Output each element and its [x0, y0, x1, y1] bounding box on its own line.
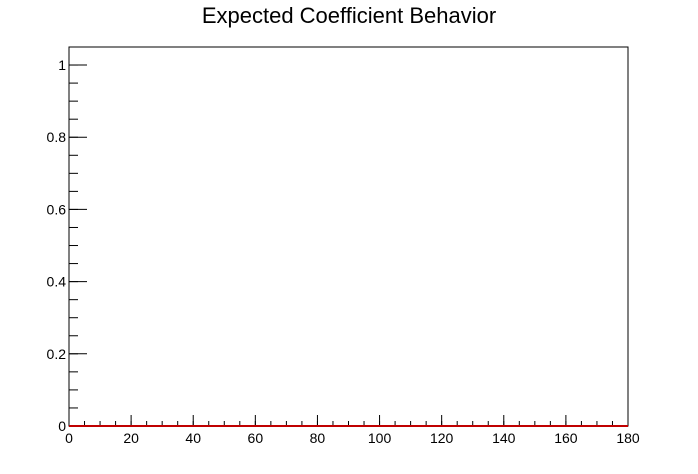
y-tick-label: 0.4 — [47, 274, 67, 290]
y-tick-label: 0.8 — [47, 129, 67, 145]
x-tick-label: 120 — [430, 430, 454, 446]
y-axis: 0 0.2 0.4 0.6 0.8 1 — [47, 46, 87, 434]
x-tick-label: 100 — [368, 430, 392, 446]
chart-title: Expected Coefficient Behavior — [202, 3, 496, 28]
x-tick-label: 80 — [310, 430, 326, 446]
x-tick-label: 20 — [123, 430, 139, 446]
x-tick-label: 60 — [248, 430, 264, 446]
x-tick-label: 0 — [65, 430, 73, 446]
x-axis: 0 20 40 60 80 100 120 140 160 180 — [65, 415, 640, 446]
x-tick-label: 40 — [185, 430, 201, 446]
y-tick-label: 0.6 — [47, 201, 67, 217]
x-tick-label: 180 — [616, 430, 640, 446]
x-tick-label: 160 — [554, 430, 578, 446]
plot-frame — [68, 46, 629, 427]
y-tick-label: 0.2 — [47, 346, 67, 362]
y-tick-label: 0 — [58, 418, 66, 434]
y-tick-label: 1 — [58, 57, 66, 73]
x-tick-label: 140 — [492, 430, 516, 446]
